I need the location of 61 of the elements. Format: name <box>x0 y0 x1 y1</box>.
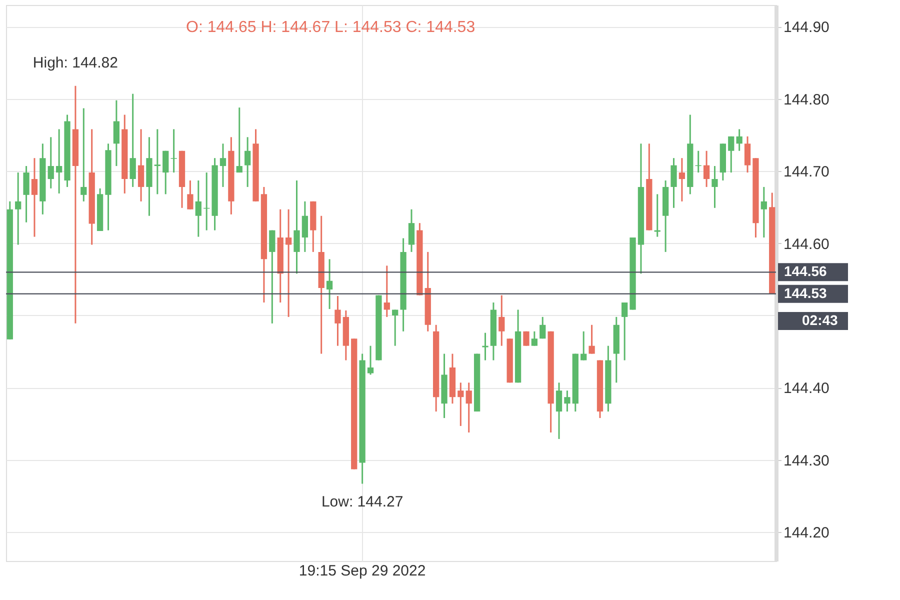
candlestick <box>367 345 374 376</box>
ref-line-label: 144.53 <box>784 284 828 301</box>
candlestick <box>56 128 62 194</box>
candlestick <box>588 324 595 355</box>
candlestick <box>556 382 562 440</box>
candlestick <box>23 165 30 224</box>
candlestick <box>678 157 686 202</box>
candlestick <box>31 157 38 238</box>
annotation: O: 144.65 H: 144.67 L: 144.53 C: 144.53 <box>186 19 476 36</box>
candlestick <box>294 180 300 274</box>
annotation: Low: 144.27 <box>321 494 404 511</box>
candlestick <box>138 128 144 202</box>
candlestick <box>482 332 488 362</box>
candlestick <box>244 136 251 188</box>
candlestick <box>408 208 415 253</box>
y-tick-label: 144.20 <box>784 524 830 542</box>
ref-line-label: 144.56 <box>784 263 828 280</box>
candlestick <box>728 136 734 174</box>
candlestick <box>130 93 136 188</box>
candlestick <box>458 382 464 427</box>
candlestick <box>236 106 242 174</box>
candlestick <box>760 186 767 238</box>
candlestick <box>466 382 472 434</box>
candlestick <box>703 150 710 188</box>
candlestick <box>580 330 587 362</box>
candlestick <box>302 200 308 253</box>
candlestick <box>622 302 628 362</box>
candlestick <box>154 128 160 195</box>
candlestick <box>334 295 341 347</box>
candlestick <box>195 180 202 238</box>
candlestick <box>384 264 390 318</box>
candlestick <box>48 136 54 190</box>
candlestick <box>498 294 505 347</box>
candlestick <box>15 172 22 246</box>
candlestick <box>531 330 538 347</box>
y-tick-label: 144.70 <box>784 164 830 181</box>
y-tick-label: 144.40 <box>784 380 830 398</box>
x-tick-label: 19:15 Sep 29 2022 <box>298 562 426 580</box>
candlestick <box>269 230 276 324</box>
candlestick <box>736 128 742 152</box>
candlestick <box>744 136 751 174</box>
y-tick-label: 144.30 <box>784 452 830 470</box>
candlestick <box>187 180 194 210</box>
candlestick <box>162 150 169 195</box>
candlestick <box>170 128 177 174</box>
candlestick <box>392 308 398 347</box>
candlestick <box>670 157 677 209</box>
y-tick-label: 144.60 <box>784 236 830 253</box>
candlestick <box>326 258 333 310</box>
y-tick-label: 144.80 <box>784 91 830 108</box>
candlestick <box>80 108 87 202</box>
candlestick <box>220 142 226 188</box>
candlestick <box>540 316 546 340</box>
y-tick-label: 144.90 <box>784 19 830 36</box>
text: 02:43 <box>802 312 838 328</box>
candlestick <box>113 100 120 167</box>
candlestick <box>523 330 530 347</box>
annotation: High: 144.82 <box>32 54 118 72</box>
candlestick <box>285 208 292 318</box>
candlestick <box>712 165 718 209</box>
candlestick <box>564 390 570 412</box>
